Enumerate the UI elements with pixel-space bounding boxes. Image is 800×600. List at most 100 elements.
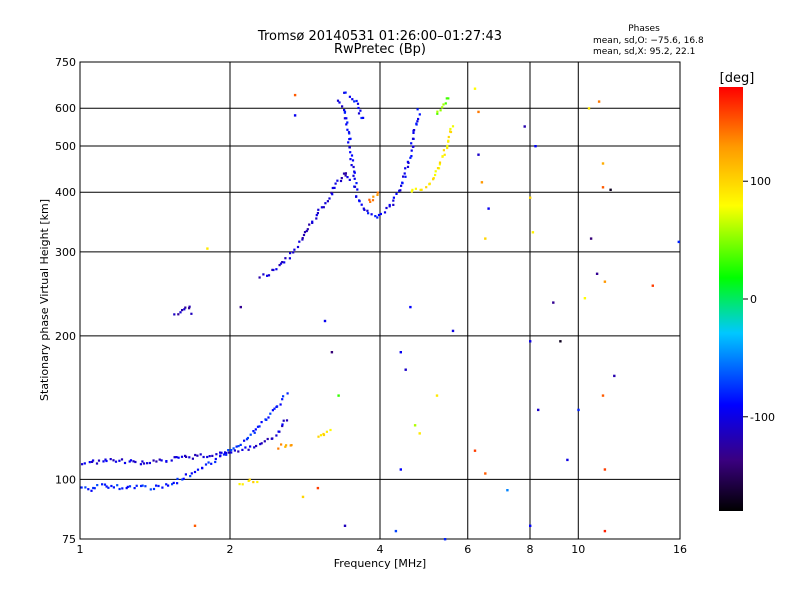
- trace-point: [399, 189, 402, 192]
- trace-point: [196, 454, 199, 457]
- trace-point: [343, 109, 346, 112]
- scatter-point: [293, 93, 297, 97]
- trace-point: [292, 251, 295, 254]
- trace-point: [141, 460, 144, 463]
- trace-point: [258, 276, 261, 279]
- trace-point: [179, 311, 182, 314]
- trace-point: [281, 423, 284, 426]
- x-tick-label: 16: [673, 543, 687, 556]
- scatter-point: [577, 408, 580, 412]
- trace-point: [83, 462, 86, 465]
- trace-point: [340, 177, 343, 180]
- trace-point: [358, 200, 361, 203]
- trace-point: [116, 484, 119, 487]
- trace-point: [349, 158, 352, 161]
- trace-point: [326, 200, 329, 203]
- trace-point: [348, 146, 351, 149]
- x-tick-label: 6: [464, 543, 471, 556]
- scatter-point: [399, 351, 402, 354]
- trace-point: [155, 460, 158, 463]
- trace-point: [425, 186, 428, 189]
- trace-point: [196, 468, 200, 471]
- trace-point: [275, 434, 278, 437]
- scatter-point: [487, 207, 490, 210]
- trace-point: [376, 216, 379, 219]
- scatter-point: [323, 319, 327, 323]
- trace-point: [356, 102, 360, 105]
- trace-point: [235, 445, 238, 448]
- trace-point: [348, 138, 351, 141]
- trace-point: [322, 433, 326, 437]
- trace-point: [317, 208, 320, 211]
- scatter-point: [601, 394, 605, 397]
- trace-point: [253, 446, 256, 449]
- trace-point: [445, 97, 448, 100]
- trace-point: [123, 461, 127, 465]
- trace-point: [252, 430, 255, 433]
- y-tick-label: 750: [55, 56, 76, 69]
- trace-point: [92, 486, 95, 490]
- trace-point: [353, 100, 356, 103]
- trace-point: [420, 188, 423, 191]
- trace-point: [413, 129, 416, 132]
- trace-point: [442, 149, 445, 152]
- trace-point: [403, 172, 406, 175]
- y-tick-label: 75: [62, 533, 76, 546]
- x-tick-label: 2: [227, 543, 234, 556]
- trace-point: [329, 428, 332, 432]
- trace-point: [267, 274, 271, 277]
- trace-point: [110, 484, 113, 488]
- chart-title: Tromsø 20140531 01:26:00–01:27:43: [257, 29, 502, 44]
- trace-point: [188, 305, 191, 308]
- scatter-point: [677, 240, 680, 244]
- trace-point: [248, 478, 251, 481]
- trace-point: [148, 461, 151, 465]
- trace-point: [219, 451, 222, 454]
- trace-point: [282, 395, 285, 398]
- trace-point: [446, 146, 449, 150]
- trace-point: [316, 212, 319, 215]
- trace-point: [266, 437, 269, 441]
- trace-point: [243, 439, 246, 442]
- trace-point: [346, 121, 349, 124]
- trace-point: [348, 178, 351, 181]
- trace-point: [262, 273, 265, 276]
- trace-point: [155, 484, 158, 487]
- y-tick-label: 300: [55, 246, 76, 259]
- scatter-point: [566, 458, 569, 462]
- trace-point: [404, 175, 407, 178]
- scatter-point: [603, 280, 607, 283]
- trace-point: [283, 261, 286, 264]
- trace-point: [190, 312, 193, 315]
- trace-point: [442, 103, 445, 106]
- trace-point: [315, 217, 318, 220]
- trace-point: [411, 188, 414, 191]
- trace-point: [311, 221, 314, 224]
- trace-point: [280, 443, 283, 446]
- trace-point: [232, 447, 235, 450]
- trace-point: [404, 167, 407, 170]
- trace-point: [324, 202, 327, 205]
- trace-point: [177, 313, 180, 316]
- y-axis-label: Stationary phase Virtual Height [km]: [38, 199, 51, 401]
- scatter-point: [597, 100, 601, 103]
- trace-point: [135, 484, 138, 487]
- trace-point: [247, 448, 250, 451]
- scatter-point: [409, 305, 412, 309]
- x-tick-label: 10: [571, 543, 585, 556]
- trace-point: [230, 449, 233, 452]
- trace-point: [320, 206, 323, 209]
- trace-point: [288, 257, 291, 260]
- y-tick-labels: 75 100 200 300 400 500 600 750: [55, 56, 76, 546]
- trace-point: [432, 177, 435, 180]
- trace-point: [102, 460, 105, 463]
- scatter-point: [589, 237, 593, 240]
- trace-point: [301, 237, 304, 240]
- scatter-point: [477, 110, 480, 114]
- trace-point: [134, 460, 137, 464]
- trace-point: [306, 228, 309, 231]
- trace-point: [114, 460, 118, 463]
- y-tick-label: 200: [55, 330, 76, 343]
- trace-point: [302, 233, 306, 237]
- trace-point: [90, 489, 93, 492]
